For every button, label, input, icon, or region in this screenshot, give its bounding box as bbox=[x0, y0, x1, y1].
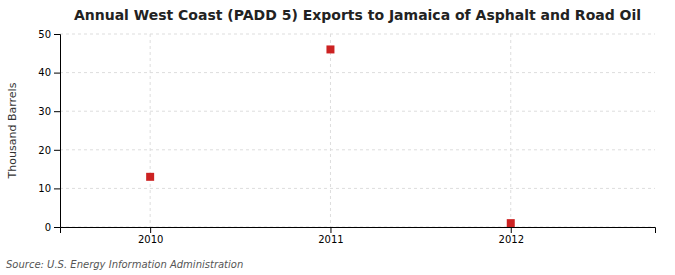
x-tick-label: 2010 bbox=[138, 234, 163, 245]
y-tick-mark bbox=[54, 150, 60, 151]
x-tick-mark bbox=[330, 227, 331, 233]
grid-line-y bbox=[60, 34, 655, 35]
y-tick-mark bbox=[54, 188, 60, 189]
y-tick-label: 10 bbox=[38, 183, 51, 194]
x-tick: 2012 bbox=[499, 227, 524, 245]
title: Annual West Coast (PADD 5) Exports to Ja… bbox=[74, 7, 641, 23]
grid-line-y bbox=[60, 149, 655, 150]
x-axis-line bbox=[61, 228, 656, 234]
y-axis: 0 10 20 30 40 50 bbox=[38, 29, 60, 233]
points bbox=[146, 45, 515, 227]
y-tick: 40 bbox=[38, 67, 60, 78]
point bbox=[326, 45, 334, 53]
y-axis-label: Thousand Barrels bbox=[6, 82, 19, 179]
grid-line-x bbox=[150, 34, 151, 227]
x-tick-label: 2011 bbox=[318, 234, 343, 245]
x-tick: 2011 bbox=[318, 227, 343, 245]
y-tick-label: 20 bbox=[38, 145, 51, 156]
x-tick-mark bbox=[150, 227, 151, 233]
y-tick-label: 40 bbox=[38, 67, 51, 78]
y-tick-label: 30 bbox=[38, 106, 51, 117]
chart: 2010 2011 2012 0 10 20 30 40 50 Annual West Coast… bbox=[0, 0, 675, 275]
grid-line-y bbox=[60, 188, 655, 189]
y-tick-label: 50 bbox=[38, 29, 51, 40]
point bbox=[507, 219, 515, 227]
grid bbox=[60, 34, 655, 227]
y-tick: 20 bbox=[38, 145, 60, 156]
x-tick-mark bbox=[511, 227, 512, 233]
y-tick-label: 0 bbox=[45, 222, 51, 233]
y-tick: 30 bbox=[38, 106, 60, 117]
y-tick: 0 bbox=[45, 222, 60, 233]
y-tick-mark bbox=[54, 111, 60, 112]
grid-line-x bbox=[330, 34, 331, 227]
source: Source: U.S. Energy Information Administ… bbox=[6, 259, 243, 270]
grid-line-x bbox=[510, 34, 511, 227]
x-tick-label: 2012 bbox=[499, 234, 524, 245]
y-tick-mark bbox=[54, 34, 60, 35]
y-tick: 50 bbox=[38, 29, 60, 40]
x-tick: 2010 bbox=[138, 227, 163, 245]
grid-line-y bbox=[60, 72, 655, 73]
point bbox=[146, 173, 154, 181]
y-tick-mark bbox=[54, 73, 60, 74]
plot-area: 2010 2011 2012 0 10 20 30 40 50 bbox=[38, 29, 655, 245]
y-tick: 10 bbox=[38, 183, 60, 194]
grid-line-y bbox=[60, 111, 655, 112]
y-axis-line bbox=[54, 35, 61, 228]
x-axis: 2010 2011 2012 bbox=[61, 227, 656, 245]
y-tick-mark bbox=[54, 227, 60, 228]
